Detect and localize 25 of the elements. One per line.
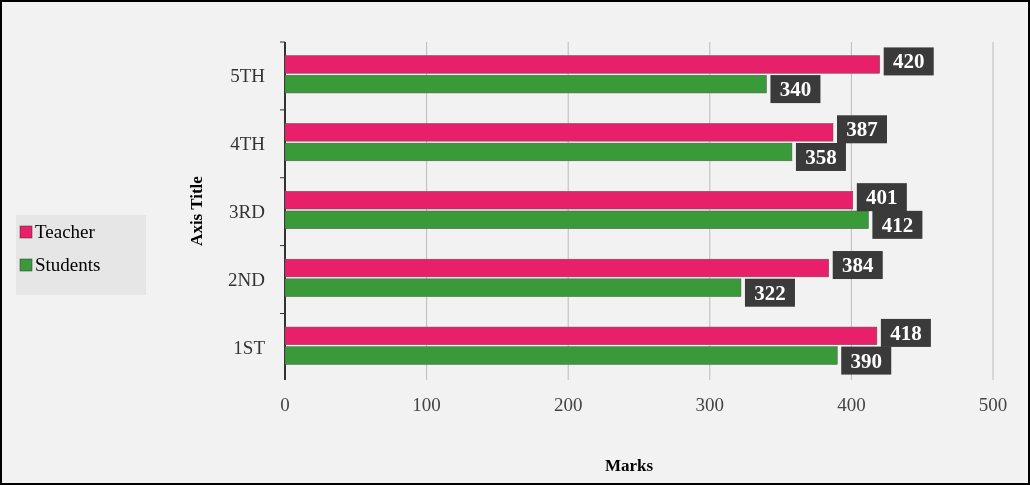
x-axis-title: Marks — [604, 456, 654, 475]
legend-label: Teacher — [35, 221, 96, 242]
data-label: 340 — [779, 77, 812, 102]
x-tick-label: 400 — [837, 394, 866, 415]
y-tick-label: 1ST — [233, 336, 266, 358]
data-label: 384 — [841, 253, 874, 278]
y-axis-title: Axis Title — [187, 175, 206, 246]
data-label: 412 — [881, 212, 914, 237]
x-tick-label: 200 — [553, 394, 583, 415]
data-label: 358 — [805, 144, 837, 169]
y-tick-label: 3RD — [229, 201, 265, 222]
y-tick-label: 4TH — [230, 133, 266, 155]
x-tick-label: 300 — [695, 394, 725, 415]
y-tick-label: 5TH — [230, 65, 266, 87]
data-label: 418 — [890, 320, 922, 345]
y-tick-label: 2ND — [228, 268, 265, 290]
x-tick-label: 0 — [280, 394, 290, 415]
data-label: 387 — [846, 117, 878, 142]
x-tick-label: 500 — [978, 394, 1008, 415]
data-label: 390 — [850, 348, 882, 373]
legend-label: Students — [35, 254, 101, 275]
x-tick-label: 100 — [412, 394, 441, 415]
data-label: 322 — [754, 280, 786, 305]
data-label: 420 — [892, 49, 925, 74]
data-label: 401 — [866, 185, 898, 210]
